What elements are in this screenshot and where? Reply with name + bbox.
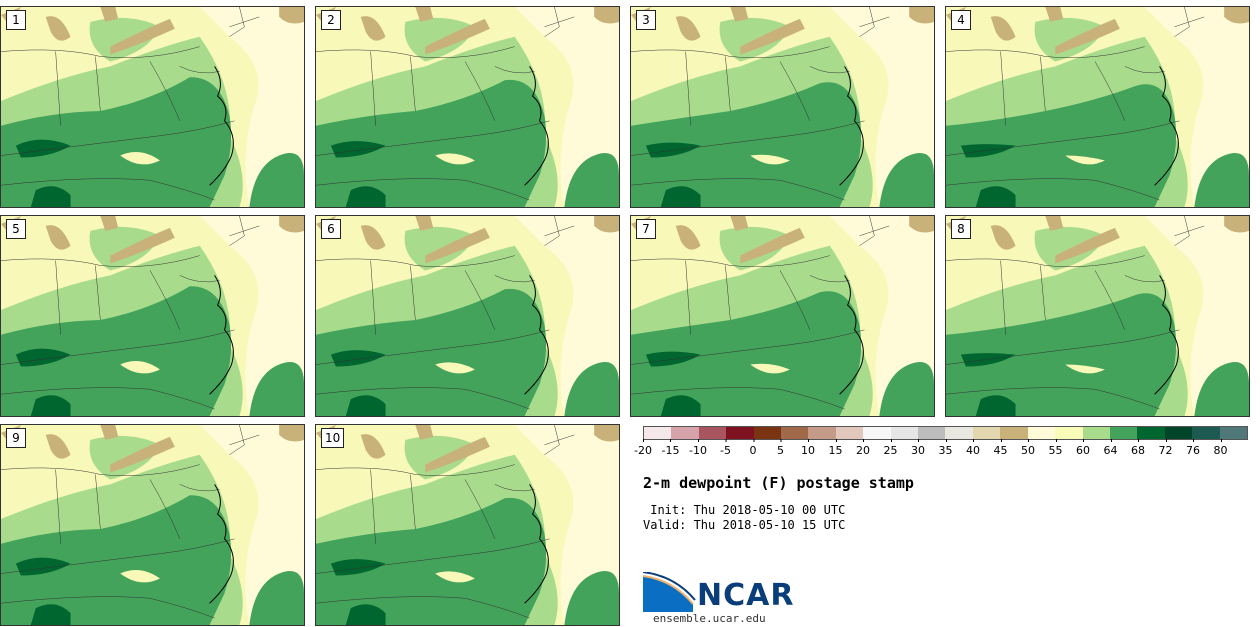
colorbar-segment: [835, 427, 864, 439]
ncar-logo-icon: [643, 572, 696, 612]
member-panel-10: 10: [315, 424, 620, 626]
colorbar-ticks: -20 -15 -10 -5 0 5 10 15 20 25 30 35 40 45 50 55 60 64 68 7…: [634, 439, 1248, 463]
colorbar-segment: [781, 427, 809, 439]
colorbar-tick-label: -10: [689, 439, 707, 457]
member-number-label: 1: [6, 10, 26, 30]
dewpoint-map: [631, 7, 934, 207]
colorbar-segment: [863, 427, 891, 439]
member-panel-3: 3: [630, 6, 935, 208]
member-number-label: 7: [636, 219, 656, 239]
plot-title: 2-m dewpoint (F) postage stamp: [643, 474, 914, 492]
colorbar-segment: [726, 427, 754, 439]
colorbar-segment: [698, 427, 727, 439]
colorbar-tick-label: 80: [1214, 439, 1228, 457]
colorbar-segment: [1000, 427, 1028, 439]
member-panel-2: 2: [315, 6, 620, 208]
member-number-label: 10: [321, 428, 345, 448]
colorbar-tick-label: -15: [662, 439, 679, 457]
colorbar-tick-label: 15: [829, 439, 843, 457]
valid-time: Valid: Thu 2018-05-10 15 UTC: [643, 518, 846, 532]
member-panel-4: 4: [945, 6, 1250, 208]
colorbar-segment: [890, 427, 919, 439]
dewpoint-map: [1, 7, 304, 207]
member-panel-7: 7: [630, 215, 935, 417]
colorbar-tick-label: 72: [1159, 439, 1173, 457]
colorbar-tick-label: 5: [777, 439, 784, 457]
colorbar-segment: [1055, 427, 1083, 439]
colorbar-segment: [808, 427, 836, 439]
dewpoint-map: [1, 216, 304, 416]
dewpoint-map: [946, 216, 1249, 416]
colorbar-tick-label: -5: [720, 439, 731, 457]
colorbar-segment: [671, 427, 699, 439]
dewpoint-map: [946, 7, 1249, 207]
colorbar-segment: [1082, 427, 1110, 439]
init-time: Init: Thu 2018-05-10 00 UTC: [643, 503, 846, 517]
colorbar-segment: [1219, 427, 1247, 439]
member-number-label: 2: [321, 10, 341, 30]
colorbar-segment: [972, 427, 1001, 439]
member-number-label: 5: [6, 219, 26, 239]
dewpoint-map: [631, 216, 934, 416]
dewpoint-map: [316, 7, 619, 207]
colorbar-tick-label: 64: [1104, 439, 1118, 457]
colorbar-segment: [644, 427, 672, 439]
colorbar-segment: [1109, 427, 1138, 439]
colorbar-tick-label: -20: [634, 439, 652, 457]
member-panel-6: 6: [315, 215, 620, 417]
member-number-label: 4: [951, 10, 971, 30]
colorbar-tick-label: 10: [801, 439, 815, 457]
ncar-logo-text: NCAR: [697, 578, 795, 613]
colorbar-segment: [1027, 427, 1056, 439]
colorbar-tick-label: 45: [994, 439, 1008, 457]
colorbar-segment: [1192, 427, 1220, 439]
dewpoint-map: [316, 425, 619, 625]
colorbar-tick-label: 55: [1049, 439, 1063, 457]
colorbar-tick-label: 20: [856, 439, 870, 457]
colorbar-tick-label: 0: [750, 439, 757, 457]
colorbar-tick-label: 30: [911, 439, 925, 457]
colorbar-tick-label: 50: [1021, 439, 1035, 457]
colorbar-tick-label: 68: [1131, 439, 1145, 457]
colorbar-tick-label: 35: [939, 439, 953, 457]
member-number-label: 3: [636, 10, 656, 30]
colorbar-tick-label: 60: [1076, 439, 1090, 457]
colorbar-segment: [1137, 427, 1165, 439]
member-number-label: 8: [951, 219, 971, 239]
colorbar-segment: [918, 427, 946, 439]
member-number-label: 6: [321, 219, 341, 239]
member-panel-9: 9: [0, 424, 305, 626]
colorbar-segment: [753, 427, 782, 439]
member-panel-1: 1: [0, 6, 305, 208]
member-number-label: 9: [6, 428, 26, 448]
colorbar: [643, 426, 1248, 440]
dewpoint-map: [316, 216, 619, 416]
site-url: ensemble.ucar.edu: [653, 612, 766, 625]
member-panel-5: 5: [0, 215, 305, 417]
colorbar-tick-label: 25: [884, 439, 898, 457]
colorbar-segment: [945, 427, 973, 439]
colorbar-segment: [1164, 427, 1193, 439]
dewpoint-map: [1, 425, 304, 625]
member-panel-8: 8: [945, 215, 1250, 417]
colorbar-tick-label: 40: [966, 439, 980, 457]
colorbar-tick-label: 76: [1186, 439, 1200, 457]
